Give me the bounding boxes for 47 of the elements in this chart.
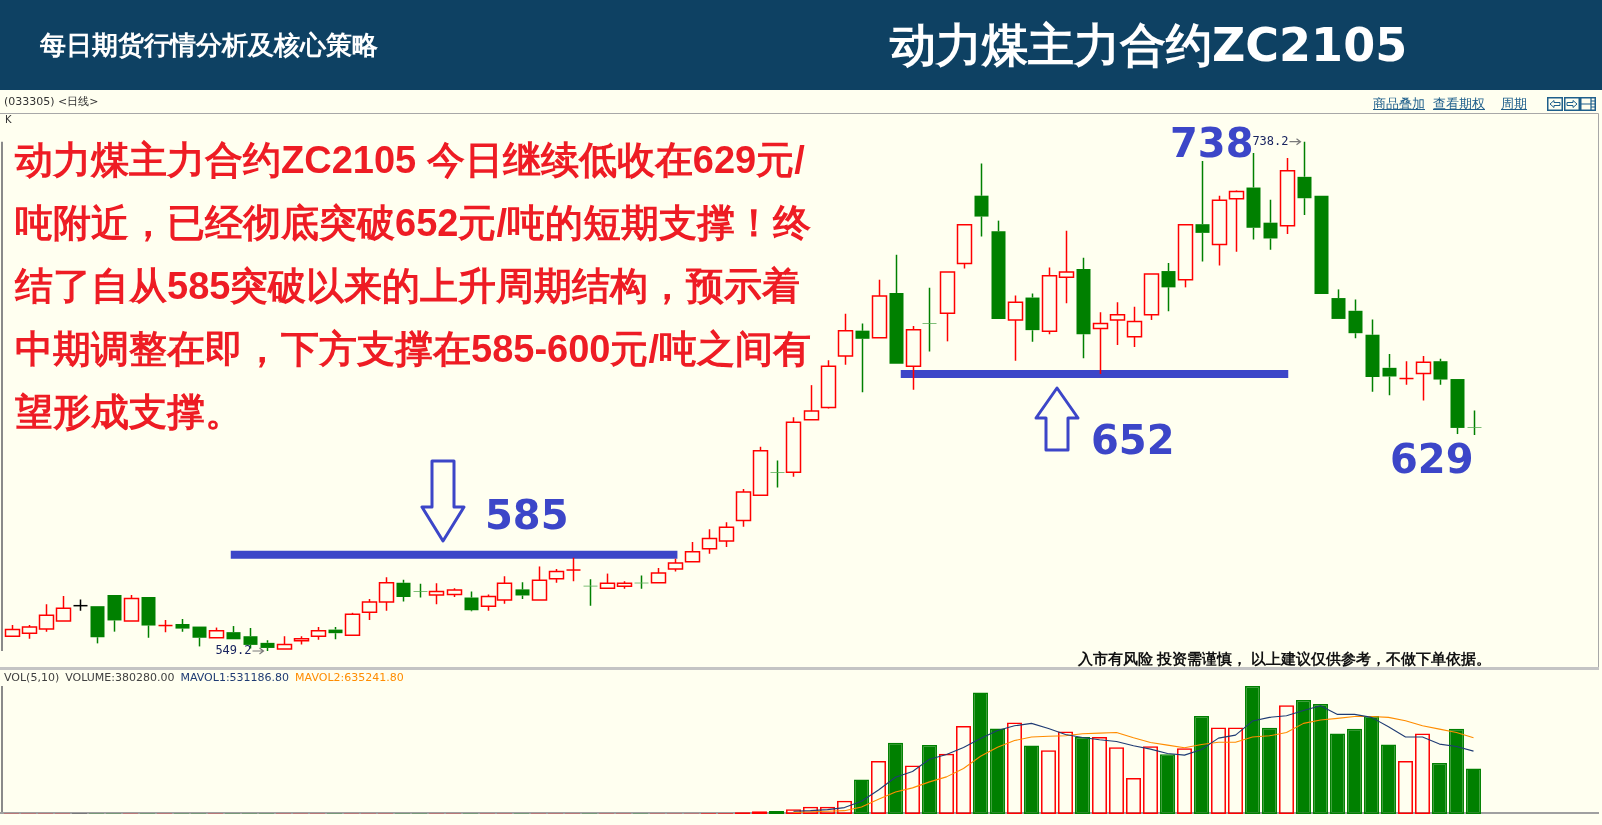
candlestick (770, 459, 785, 489)
candlestick (1126, 305, 1143, 348)
candlestick (1007, 294, 1024, 362)
text: K (5, 114, 12, 126)
candlestick (1297, 140, 1312, 216)
candlestick (1365, 318, 1380, 393)
text: 周期 (1501, 96, 1527, 112)
annotation: 652 (1091, 417, 1175, 463)
text: VOLUME:380280.00 (65, 671, 175, 684)
candlestick (905, 325, 922, 391)
candlestick (565, 557, 582, 582)
candlestick (1058, 230, 1075, 304)
candlestick (1415, 355, 1432, 402)
candlestick (1195, 160, 1210, 263)
candlestick (1263, 199, 1278, 251)
text: 查看期权 (1433, 96, 1485, 112)
candlestick (922, 287, 937, 353)
chart-title: VOL(5,10) (4, 671, 60, 684)
candlestick (1279, 157, 1296, 235)
annotation: 585 (485, 492, 569, 538)
text: (033305) <日线> (4, 95, 99, 109)
candlestick (855, 322, 870, 394)
candlestick (889, 254, 904, 364)
annotation: 动力煤主力合约ZC2105 今日继续低收在629元/吨附近，已经彻底突破652元/吨的短期支撑！终结了自从585突破以来的上升周期结构，预示着中期调整在即，下方支撑在585-600元/吨之间有望形成支撑。 (15, 138, 812, 435)
bar (769, 811, 784, 814)
annotation: 入市有风险 投资需谨慎， 以上建议仅供参考，不做下单依据。 (1078, 651, 1491, 669)
text: MAVOL2:635241.80 (295, 671, 404, 684)
candlestick (1467, 409, 1482, 436)
annotation: 629 (1390, 436, 1474, 482)
text: 商品叠加 (1373, 96, 1425, 112)
annotation: 738.2 (1252, 133, 1289, 148)
candlestick (803, 384, 820, 421)
text: MAVOL1:531186.80 (180, 671, 290, 684)
chart-title: 动力煤主力合约ZC2105 (890, 18, 1408, 72)
candlestick (837, 313, 854, 366)
candlestick (1382, 353, 1397, 397)
candlestick (1076, 257, 1091, 359)
candlestick (1211, 194, 1228, 267)
candlestick (1109, 301, 1126, 346)
annotation: 738 (1170, 120, 1254, 166)
annotation: 549.2 (215, 643, 252, 658)
chart-subtitle: 每日期货行情分析及核心策略 (40, 30, 378, 60)
candlestick (974, 162, 989, 238)
candlestick (1228, 190, 1245, 253)
candlestick (1161, 262, 1176, 313)
candlestick (1092, 311, 1109, 375)
candlestick (939, 271, 956, 343)
